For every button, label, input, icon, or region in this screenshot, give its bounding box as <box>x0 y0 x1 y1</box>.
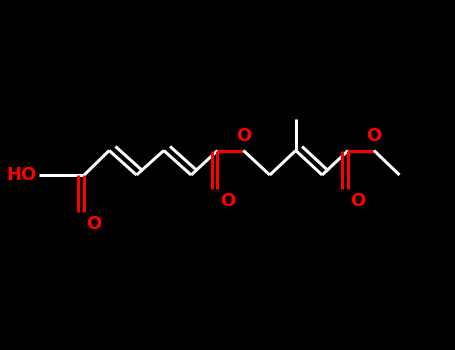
Text: O: O <box>220 193 235 210</box>
Text: HO: HO <box>6 166 36 184</box>
Text: O: O <box>350 193 366 210</box>
Text: O: O <box>86 215 102 233</box>
Text: O: O <box>366 127 382 145</box>
Text: O: O <box>236 127 251 145</box>
